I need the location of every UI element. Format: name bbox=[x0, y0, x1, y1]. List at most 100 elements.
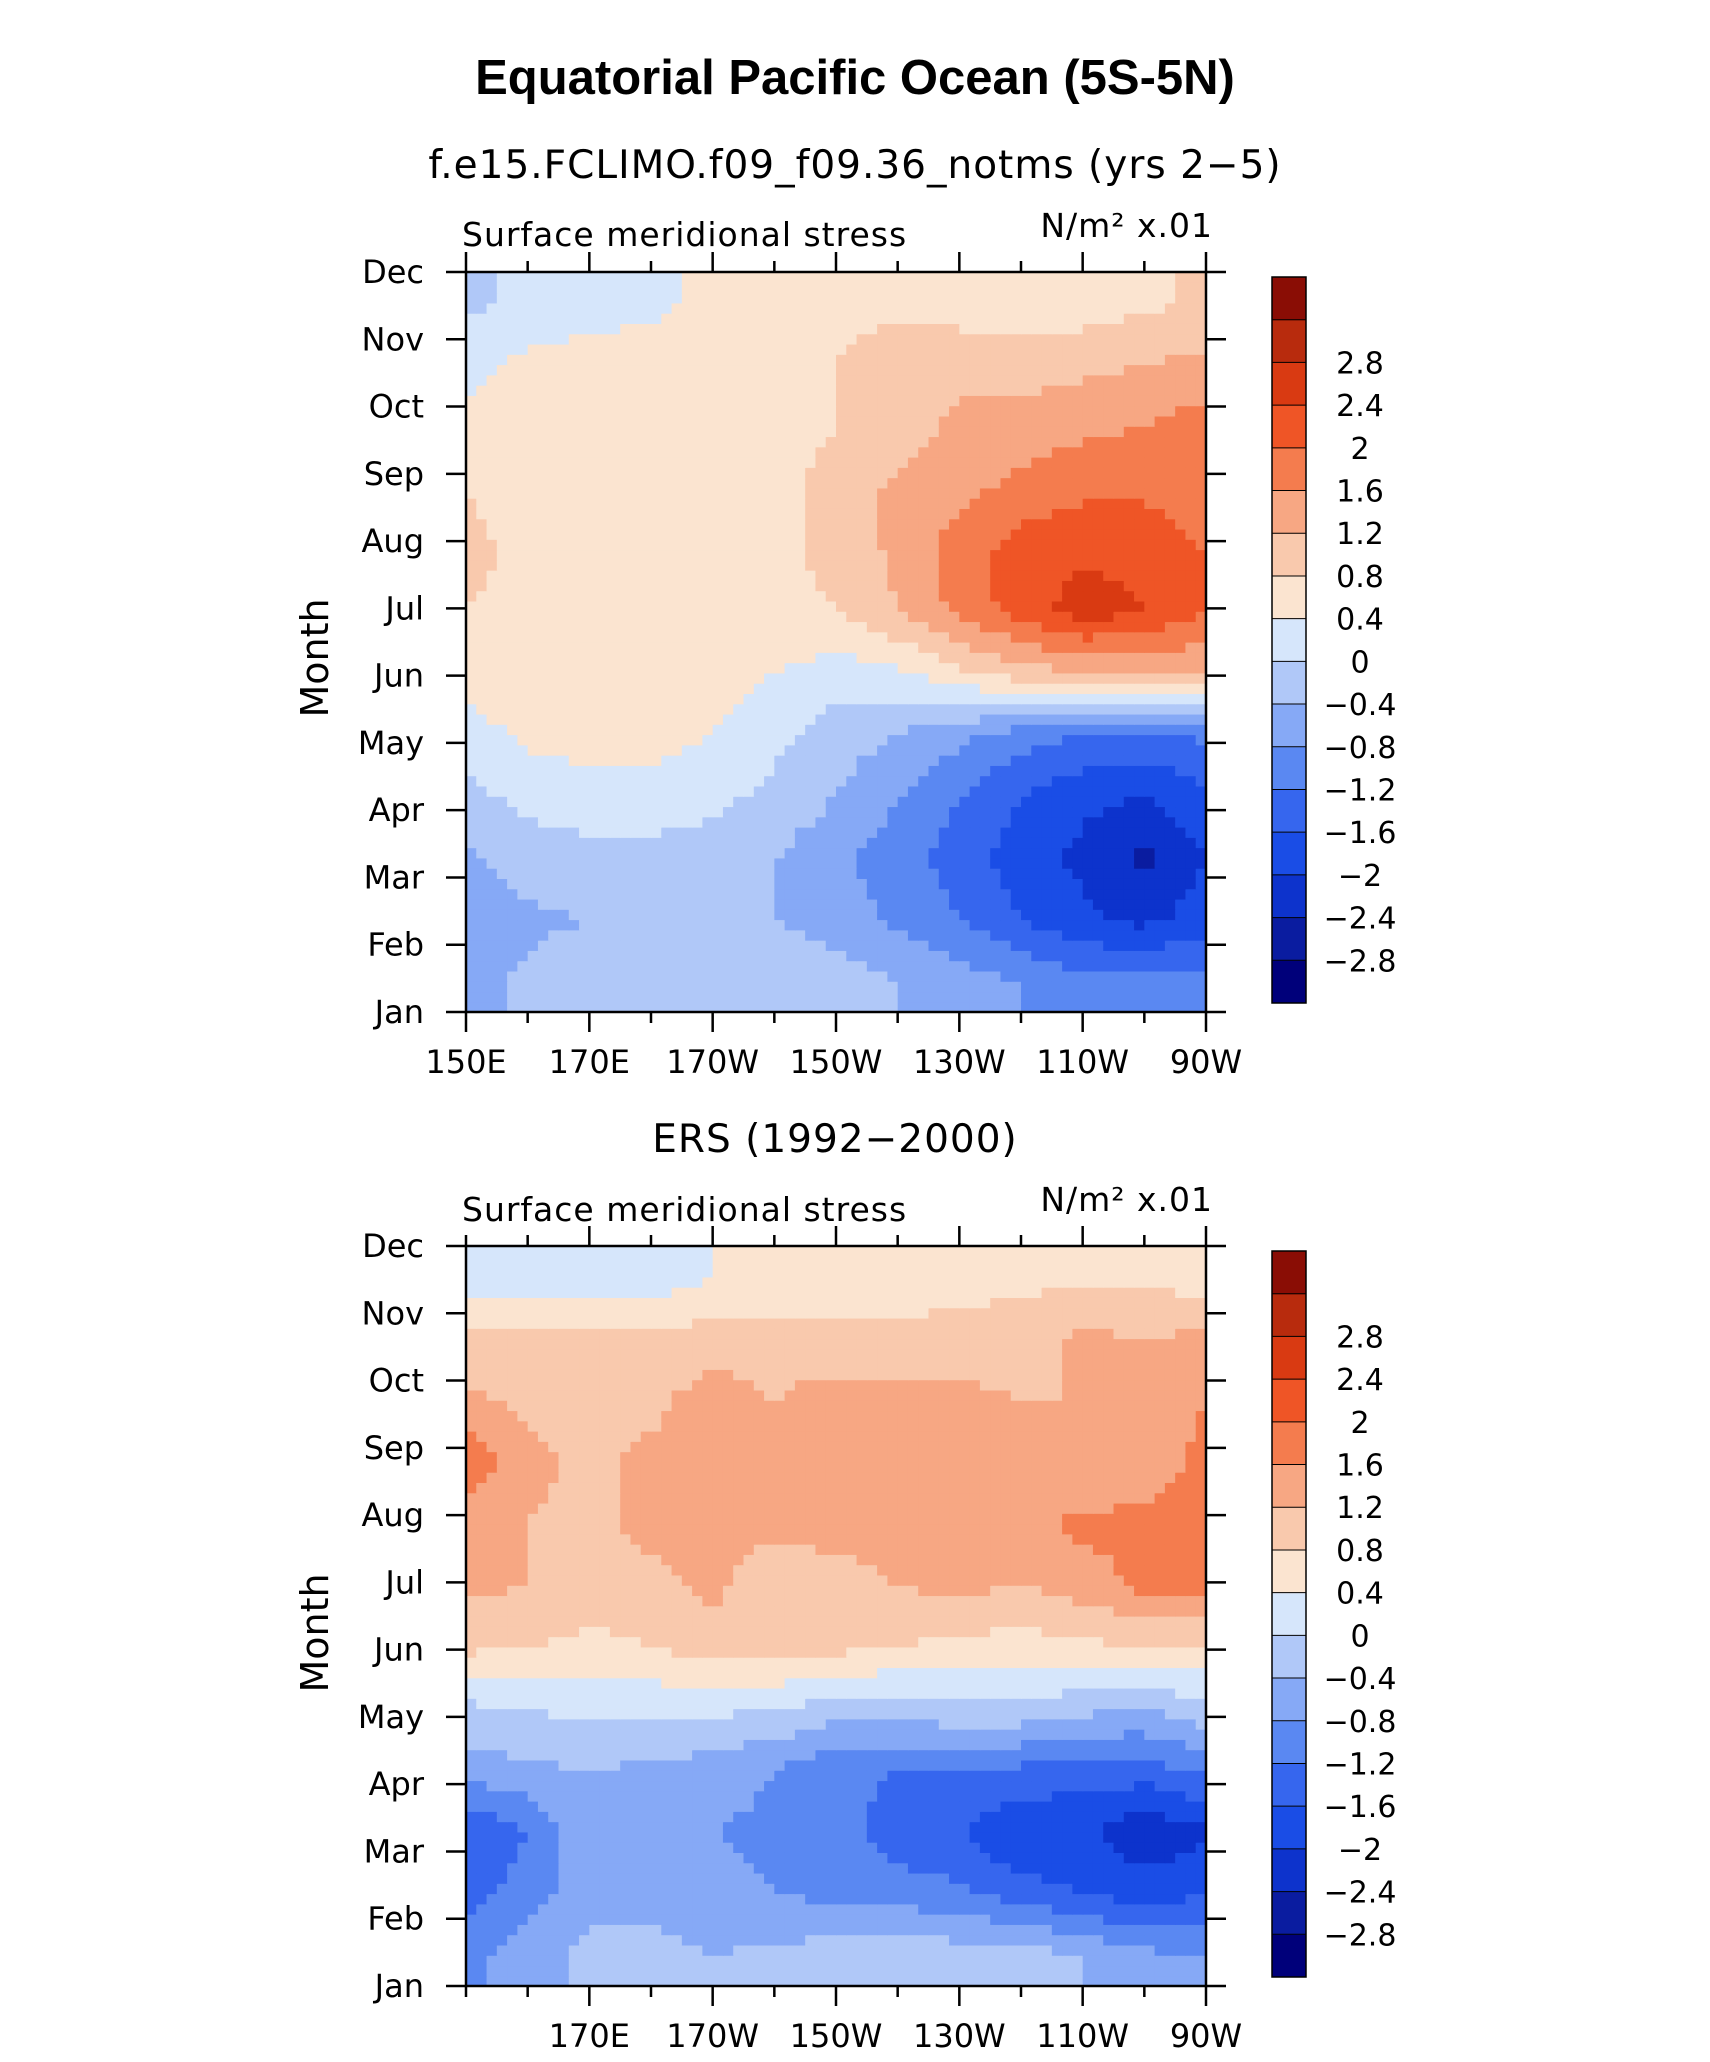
heatmap-cell bbox=[1185, 343, 1197, 355]
heatmap-cell bbox=[568, 652, 580, 664]
heatmap-cell bbox=[733, 929, 745, 941]
heatmap-cell bbox=[640, 549, 652, 561]
heatmap-cell bbox=[1051, 621, 1063, 633]
heatmap-cell bbox=[784, 528, 796, 540]
heatmap-cell bbox=[640, 796, 652, 808]
heatmap-cell bbox=[887, 878, 899, 890]
heatmap-cell bbox=[517, 683, 529, 694]
heatmap-cell bbox=[1082, 755, 1094, 766]
heatmap-cell bbox=[507, 642, 518, 653]
heatmap-cell bbox=[486, 354, 498, 366]
heatmap-cell bbox=[1041, 580, 1053, 592]
heatmap-cell bbox=[517, 457, 529, 468]
heatmap-cell bbox=[846, 446, 858, 458]
heatmap-cell bbox=[733, 642, 745, 653]
heatmap-cell bbox=[1195, 837, 1207, 849]
heatmap-cell bbox=[805, 487, 817, 499]
heatmap-cell bbox=[1041, 775, 1053, 787]
heatmap-cell bbox=[907, 703, 919, 715]
heatmap-cell bbox=[1134, 570, 1145, 581]
heatmap-cell bbox=[979, 508, 991, 520]
heatmap-cell bbox=[743, 385, 755, 396]
heatmap-cell bbox=[1185, 323, 1197, 335]
heatmap-cell bbox=[836, 970, 847, 982]
heatmap-cell bbox=[692, 487, 703, 499]
heatmap-cell bbox=[1082, 385, 1094, 396]
heatmap-cell bbox=[1175, 426, 1187, 438]
heatmap-cell bbox=[1134, 765, 1145, 777]
heatmap-cell bbox=[609, 374, 621, 386]
heatmap-cell bbox=[589, 898, 601, 910]
heatmap-cell bbox=[517, 302, 529, 314]
heatmap-cell bbox=[620, 436, 632, 448]
heatmap-cell bbox=[1185, 683, 1197, 694]
heatmap-cell bbox=[1010, 415, 1022, 427]
heatmap-cell bbox=[877, 385, 888, 396]
heatmap-cell bbox=[877, 457, 888, 468]
heatmap-cell bbox=[969, 919, 981, 931]
heatmap-cell bbox=[568, 313, 580, 324]
heatmap-cell bbox=[1134, 837, 1145, 849]
heatmap-cell bbox=[907, 457, 919, 468]
heatmap-cell bbox=[1144, 878, 1156, 890]
heatmap-cell bbox=[1092, 755, 1104, 766]
heatmap-cell bbox=[1031, 446, 1043, 458]
heatmap-cell bbox=[568, 734, 580, 746]
heatmap-cell bbox=[620, 457, 632, 468]
heatmap-cell bbox=[507, 415, 518, 427]
heatmap-cell bbox=[466, 724, 477, 736]
heatmap-cell bbox=[640, 426, 652, 438]
heatmap-cell bbox=[1144, 713, 1156, 725]
heatmap-cell bbox=[990, 405, 1002, 417]
heatmap-cell bbox=[1072, 960, 1084, 972]
heatmap-cell bbox=[1154, 857, 1166, 869]
heatmap-cell bbox=[1000, 662, 1012, 674]
heatmap-cell bbox=[928, 662, 940, 674]
heatmap-cell bbox=[1154, 940, 1166, 951]
heatmap-cell bbox=[692, 611, 703, 623]
heatmap-cell bbox=[877, 405, 888, 417]
heatmap-cell bbox=[949, 467, 960, 479]
heatmap-cell bbox=[537, 970, 549, 982]
heatmap-cell bbox=[794, 405, 806, 417]
heatmap-cell bbox=[681, 631, 693, 643]
heatmap-cell bbox=[764, 323, 775, 335]
heatmap-cell bbox=[558, 457, 570, 468]
heatmap-cell bbox=[764, 713, 775, 725]
heatmap-cell bbox=[486, 775, 498, 787]
heatmap-cell bbox=[928, 385, 940, 396]
heatmap-cell bbox=[486, 374, 498, 386]
heatmap-cell bbox=[722, 611, 734, 623]
heatmap-cell bbox=[599, 323, 611, 335]
heatmap-cell bbox=[815, 631, 827, 643]
heatmap-cell bbox=[537, 816, 549, 828]
heatmap-cell bbox=[990, 755, 1002, 766]
heatmap-cell bbox=[1195, 539, 1207, 551]
heatmap-cell bbox=[959, 590, 971, 602]
heatmap-cell bbox=[846, 528, 858, 540]
heatmap-cell bbox=[1175, 929, 1187, 941]
heatmap-cell bbox=[702, 313, 714, 324]
heatmap-cell bbox=[722, 796, 734, 808]
heatmap-cell bbox=[702, 909, 714, 921]
heatmap-cell bbox=[969, 785, 981, 797]
heatmap-cell bbox=[1010, 446, 1022, 458]
heatmap-cell bbox=[496, 600, 508, 612]
heatmap-cell bbox=[1072, 929, 1084, 941]
heatmap-cell bbox=[1123, 868, 1135, 879]
heatmap-cell bbox=[1134, 333, 1145, 345]
heatmap-cell bbox=[990, 395, 1002, 407]
heatmap-cell bbox=[579, 683, 590, 694]
heatmap-cell bbox=[784, 518, 796, 530]
heatmap-cell bbox=[1103, 323, 1115, 335]
heatmap-cell bbox=[1082, 785, 1094, 797]
heatmap-cell bbox=[1113, 549, 1125, 561]
heatmap-cell bbox=[527, 405, 539, 417]
heatmap-cell bbox=[651, 652, 662, 664]
heatmap-cell bbox=[1103, 662, 1115, 674]
heatmap-cell bbox=[774, 950, 786, 962]
heatmap-cell bbox=[466, 970, 477, 982]
heatmap-cell bbox=[836, 847, 847, 859]
heatmap-cell bbox=[897, 590, 909, 602]
heatmap-cell bbox=[681, 857, 693, 869]
